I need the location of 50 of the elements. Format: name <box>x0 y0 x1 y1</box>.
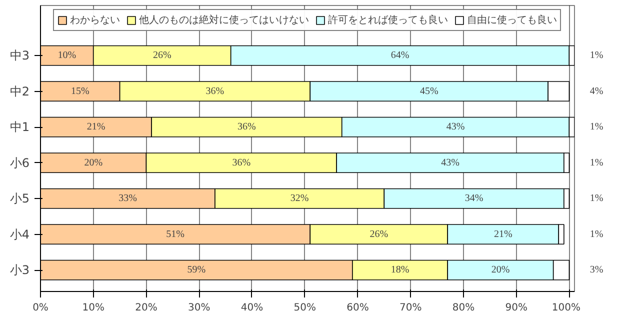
y-tick-label: 中3 <box>10 48 30 63</box>
text: 51% <box>166 228 184 240</box>
legend-label: 他人のものは絶対に使ってはいけない <box>139 14 309 27</box>
text: 43% <box>441 157 460 168</box>
y-tick-label: 中1 <box>10 120 30 134</box>
text: 10% <box>58 50 76 62</box>
text: 1% <box>590 228 604 240</box>
text: 36% <box>232 157 251 168</box>
text: 4% <box>590 86 604 97</box>
y-tick-label: 小3 <box>10 263 30 278</box>
y-tick-label: 小5 <box>10 192 30 206</box>
text: 1% <box>590 50 604 62</box>
text: 20% <box>84 157 103 168</box>
text: 43% <box>446 122 465 133</box>
text: 34% <box>464 193 484 204</box>
y-tick-label: 小4 <box>10 227 30 242</box>
text: 1% <box>590 122 604 133</box>
text: 21% <box>86 122 106 133</box>
text: 64% <box>390 50 410 62</box>
text: 1% <box>590 193 604 204</box>
legend-label: 自由に使っても良い <box>467 14 557 27</box>
legend-label: 許可をとれば使っても良い <box>328 14 448 27</box>
x-tick-label: 0% <box>32 302 48 314</box>
text: 36% <box>238 122 256 133</box>
text: 33% <box>118 193 137 204</box>
x-tick-label: 70% <box>399 302 422 314</box>
text: 45% <box>420 86 438 97</box>
text: 36% <box>206 86 224 97</box>
y-tick-label: 中2 <box>10 84 30 98</box>
y-tick-label: 小6 <box>10 156 30 170</box>
x-tick-label: 60% <box>346 302 369 314</box>
x-tick-label: 10% <box>82 302 104 314</box>
x-tick-label: 50% <box>294 302 316 314</box>
text: 32% <box>290 193 309 204</box>
x-tick-label: 30% <box>188 302 210 314</box>
text: 20% <box>491 264 510 276</box>
x-tick-label: 100% <box>552 302 581 314</box>
x-tick-label: 90% <box>505 302 528 314</box>
x-tick-label: 20% <box>135 302 158 314</box>
text: 21% <box>494 228 512 240</box>
x-tick-label: 80% <box>452 302 475 314</box>
text: 26% <box>370 228 388 240</box>
text: 3% <box>590 264 604 276</box>
text: 59% <box>187 264 206 276</box>
x-tick-label: 40% <box>240 302 264 314</box>
text: 26% <box>152 50 172 62</box>
text: 18% <box>390 264 410 276</box>
legend-label: わからない <box>70 14 120 27</box>
text: 15% <box>70 86 90 97</box>
text: 1% <box>590 157 604 168</box>
